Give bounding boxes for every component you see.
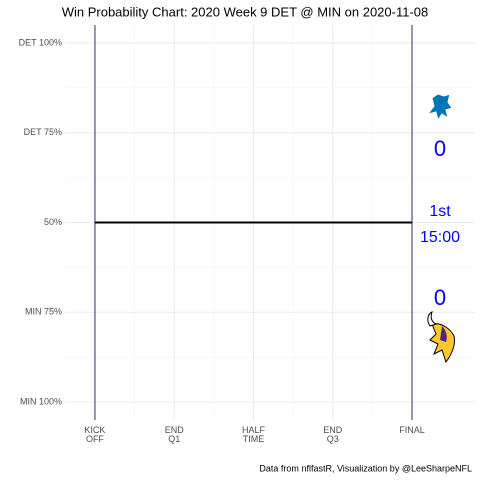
away-score: 0 [434,136,446,161]
clock: 15:00 [420,229,460,246]
x-tick-label: FINAL [399,425,425,435]
y-tick-label: 50% [44,217,62,227]
y-tick-label: DET 75% [24,127,62,137]
y-tick-label: MIN 100% [20,396,62,406]
x-tick-label: KICK OFF [84,425,106,444]
x-tick-label: END Q1 [164,425,184,444]
chart-title: Win Probability Chart: 2020 Week 9 DET @… [62,4,429,19]
x-tick-label: HALF TIME [241,425,265,444]
home-score: 0 [434,285,446,310]
y-tick-label: MIN 75% [25,307,62,317]
marks [94,25,413,420]
min-logo [427,311,455,364]
quarter: 1st [429,203,451,220]
det-logo [426,93,453,122]
annotations: 0 1st 15:00 0 [420,93,460,364]
y-tick-label: DET 100% [19,37,62,47]
caption: Data from nflfastR, Visualization by @Le… [259,463,472,473]
x-tick-label: END Q3 [323,425,343,444]
